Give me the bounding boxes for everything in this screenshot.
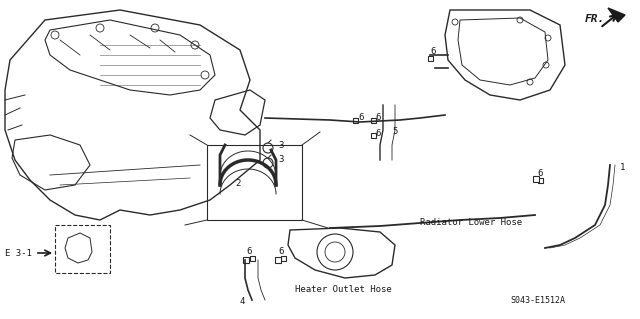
- Bar: [538, 177, 543, 182]
- Text: 6: 6: [278, 248, 284, 256]
- Text: 4: 4: [240, 298, 245, 307]
- Polygon shape: [608, 8, 625, 22]
- Text: Radiator Lower Hose: Radiator Lower Hose: [420, 218, 522, 227]
- Bar: [353, 117, 358, 122]
- Bar: [428, 56, 433, 61]
- Text: 2: 2: [235, 179, 241, 188]
- Bar: [371, 132, 376, 137]
- Bar: [280, 256, 285, 261]
- Text: 6: 6: [375, 129, 380, 137]
- Bar: [250, 256, 255, 261]
- Bar: [533, 176, 539, 182]
- Text: 6: 6: [430, 48, 435, 56]
- Text: 5: 5: [392, 127, 397, 136]
- Text: 1: 1: [620, 164, 625, 173]
- Text: 3: 3: [278, 155, 284, 165]
- Text: 6: 6: [246, 248, 252, 256]
- Bar: [207, 145, 302, 220]
- Text: 6: 6: [537, 168, 542, 177]
- Bar: [275, 257, 281, 263]
- Text: FR.: FR.: [585, 14, 605, 24]
- Text: E 3-1: E 3-1: [5, 249, 32, 257]
- Text: 3: 3: [278, 140, 284, 150]
- Text: S043-E1512A: S043-E1512A: [510, 296, 565, 305]
- Bar: [55, 225, 110, 273]
- Text: 6: 6: [375, 114, 380, 122]
- Bar: [371, 117, 376, 122]
- Text: 6: 6: [358, 114, 364, 122]
- Bar: [243, 257, 249, 263]
- Text: Heater Outlet Hose: Heater Outlet Hose: [295, 285, 392, 294]
